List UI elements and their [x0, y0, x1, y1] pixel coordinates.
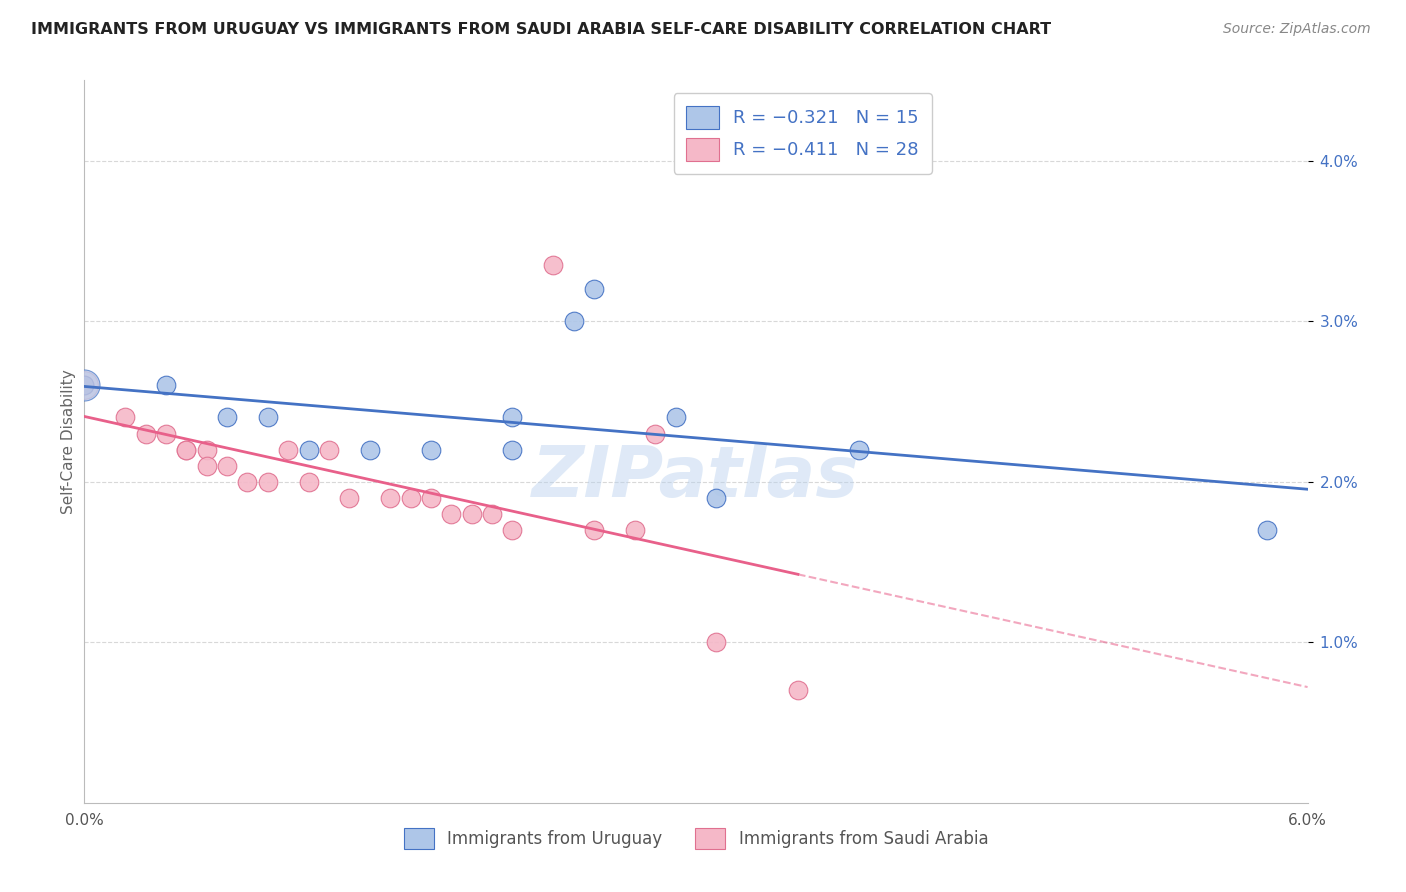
- Point: [481, 507, 503, 521]
- Point: [155, 378, 177, 392]
- Point: [420, 442, 443, 457]
- Point: [339, 491, 361, 505]
- Text: IMMIGRANTS FROM URUGUAY VS IMMIGRANTS FROM SAUDI ARABIA SELF-CARE DISABILITY COR: IMMIGRANTS FROM URUGUAY VS IMMIGRANTS FR…: [31, 22, 1052, 37]
- Point: [583, 523, 606, 537]
- Point: [399, 491, 422, 505]
- Point: [114, 410, 136, 425]
- Point: [787, 683, 810, 698]
- Text: ZIPatlas: ZIPatlas: [533, 443, 859, 512]
- Point: [1256, 523, 1278, 537]
- Point: [848, 442, 870, 457]
- Point: [73, 378, 96, 392]
- Point: [298, 475, 321, 489]
- Point: [420, 491, 443, 505]
- Point: [176, 442, 198, 457]
- Point: [195, 442, 218, 457]
- Point: [583, 282, 606, 296]
- Point: [624, 523, 647, 537]
- Point: [135, 426, 157, 441]
- Point: [502, 523, 524, 537]
- Point: [502, 410, 524, 425]
- Point: [257, 410, 280, 425]
- Point: [236, 475, 259, 489]
- Point: [359, 442, 381, 457]
- Point: [195, 458, 218, 473]
- Point: [257, 475, 280, 489]
- Point: [73, 378, 96, 392]
- Point: [277, 442, 299, 457]
- Point: [217, 410, 239, 425]
- Point: [318, 442, 340, 457]
- Point: [502, 442, 524, 457]
- Point: [73, 378, 96, 392]
- Point: [543, 258, 565, 272]
- Point: [440, 507, 463, 521]
- Point: [461, 507, 484, 521]
- Point: [298, 442, 321, 457]
- Point: [176, 442, 198, 457]
- Y-axis label: Self-Care Disability: Self-Care Disability: [60, 369, 76, 514]
- Point: [665, 410, 688, 425]
- Legend: Immigrants from Uruguay, Immigrants from Saudi Arabia: Immigrants from Uruguay, Immigrants from…: [396, 822, 995, 856]
- Point: [73, 378, 96, 392]
- Point: [380, 491, 402, 505]
- Point: [155, 426, 177, 441]
- Point: [217, 458, 239, 473]
- Point: [644, 426, 666, 441]
- Point: [562, 314, 585, 328]
- Text: Source: ZipAtlas.com: Source: ZipAtlas.com: [1223, 22, 1371, 37]
- Point: [706, 635, 728, 649]
- Point: [706, 491, 728, 505]
